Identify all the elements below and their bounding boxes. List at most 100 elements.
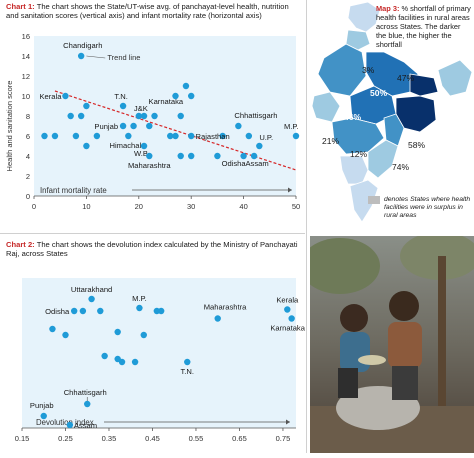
- chart1-point: [245, 132, 253, 140]
- chart2-point: [49, 325, 56, 333]
- chart1-xtick-label: 40: [239, 202, 247, 211]
- chart1-ytick-label: 12: [22, 72, 30, 81]
- india-map: 3% 47% 50% 46% 21% 12% 58% 74%: [311, 1, 473, 223]
- chart1-point: [67, 112, 74, 120]
- chart1-point: [172, 92, 179, 100]
- chart1-caption-text: The chart shows the State/UT-wise avg. o…: [6, 2, 289, 21]
- region-north: [347, 1, 381, 33]
- chart1-xtick-label: 20: [135, 202, 143, 211]
- chart1-point: [72, 132, 80, 140]
- chart2-point: [157, 307, 165, 315]
- chart1-point-label: Rajasthan: [196, 132, 230, 141]
- chart1-point: [93, 132, 101, 140]
- chart1-xtick-label: 0: [32, 202, 36, 211]
- region-gujarat: [311, 91, 341, 123]
- chart1-point: [177, 112, 184, 120]
- chart2-point-label: Chhattisgarh: [64, 388, 107, 397]
- chart1-ytick-label: 2: [26, 172, 30, 181]
- region-south: [349, 179, 379, 223]
- chart2-xtick-label: 0.35: [102, 434, 117, 443]
- chart1-point: [188, 152, 195, 160]
- chart1-point-label: Chhattisgarh: [234, 111, 277, 120]
- chart1-xtick-label: 10: [82, 202, 90, 211]
- chart1-point: [188, 92, 195, 100]
- chart2-point: [88, 295, 95, 303]
- chart1-point: [240, 152, 247, 160]
- chart1-point: [235, 122, 242, 130]
- map3-panel: 3% 47% 50% 46% 21% 12% 58% 74% Map 3: % …: [310, 0, 474, 232]
- chart2-xtick-label: 0.55: [189, 434, 204, 443]
- chart1-point: [140, 142, 148, 150]
- chart1-svg: 0 2 4 6 8 10 12 14 16 0 10 20 30 40 50 Infant mortality…: [5, 32, 300, 211]
- panel-divider-horizontal: [0, 233, 305, 234]
- region-northeast: [437, 59, 473, 97]
- chart2-point: [84, 400, 91, 408]
- chart2-point-label: T.N.: [181, 367, 195, 376]
- chart2-point-label: Maharashtra: [204, 303, 247, 312]
- chart2-point: [140, 331, 147, 339]
- chart2-plot-area: [22, 278, 296, 428]
- chart2-xtick-label: 0.45: [145, 434, 160, 443]
- chart1-point: [188, 132, 195, 140]
- chart1-caption: Chart 1: The chart shows the State/UT-wi…: [6, 2, 302, 21]
- chart1-trend-pointer: [86, 55, 106, 59]
- chart1-point: [130, 122, 137, 130]
- chart2-point: [214, 315, 221, 322]
- chart2-point: [66, 421, 74, 429]
- map-labels: 3% 47% 50% 46% 21% 12% 58% 74%: [322, 65, 425, 172]
- chart1-point-label: M.P.: [284, 122, 299, 131]
- map-label-3: 3%: [362, 65, 375, 75]
- chart1-panel: Chart 1: The chart shows the State/UT-wi…: [0, 0, 305, 232]
- chart1-point: [250, 152, 258, 160]
- chart1-ytick-label: 16: [22, 32, 30, 41]
- chart2-point: [131, 358, 139, 366]
- chart1-point: [119, 102, 127, 110]
- chart1-point: [167, 132, 174, 140]
- region-maharashtra: [331, 117, 385, 155]
- chart2-point-label: Kerala: [276, 296, 299, 305]
- chart1-plot-area: [34, 36, 296, 196]
- chart1-xlabel-arrow-head: [288, 187, 292, 193]
- chart2-point: [184, 358, 191, 366]
- chart2-point-label: Uttarakhand: [71, 285, 112, 294]
- chart1-point: [292, 132, 300, 140]
- chart1-point: [83, 102, 90, 110]
- chart1-point-label: J&K: [134, 104, 148, 113]
- panel-divider-vertical: [306, 0, 307, 453]
- chart2-point: [70, 307, 78, 315]
- chart2-point-label: Punjab: [30, 401, 54, 410]
- chart2-point: [62, 331, 69, 339]
- chart1-point: [41, 132, 48, 140]
- chart1-xtick-label: 50: [292, 202, 300, 211]
- map-label-46: 46%: [344, 112, 361, 122]
- chart2-point: [101, 352, 108, 360]
- chart1-point: [214, 152, 221, 160]
- chart1-point-label: W.B.: [134, 149, 150, 158]
- chart1-ytick-label: 8: [26, 112, 30, 121]
- chart1-point-label: Punjab: [94, 122, 118, 131]
- chart1-point: [119, 122, 127, 130]
- photo-panel: [300, 232, 474, 453]
- chart2-point-label: Karnataka: [270, 324, 305, 333]
- surplus-legend-text: denotes States where health facilities w…: [384, 196, 471, 219]
- chart2-point: [79, 307, 87, 315]
- chart1-ytick-label: 0: [26, 192, 30, 201]
- chart1-point: [62, 92, 69, 100]
- chart1-point: [146, 152, 153, 160]
- chart2-xtick-label: 0.25: [58, 434, 73, 443]
- map-label-21: 21%: [322, 136, 339, 146]
- chart1-xtick-label: 30: [187, 202, 195, 211]
- chart1-point-label: U.P.: [259, 133, 273, 142]
- region-chhattisgarh: [383, 113, 405, 147]
- chart1-point: [151, 112, 158, 120]
- chart1-point: [146, 122, 153, 130]
- chart2-point: [284, 306, 291, 313]
- chart2-point: [136, 304, 143, 312]
- chart2-xlabel-arrow-head: [286, 419, 290, 425]
- chart1-ytick-label: 14: [22, 52, 30, 61]
- region-punjab-himachal: [345, 29, 371, 51]
- region-karnataka: [339, 155, 369, 185]
- chart2-point: [114, 328, 121, 336]
- chart1-ytick-label: 4: [26, 152, 30, 161]
- chart2-xlabel: Devolution index: [36, 418, 94, 427]
